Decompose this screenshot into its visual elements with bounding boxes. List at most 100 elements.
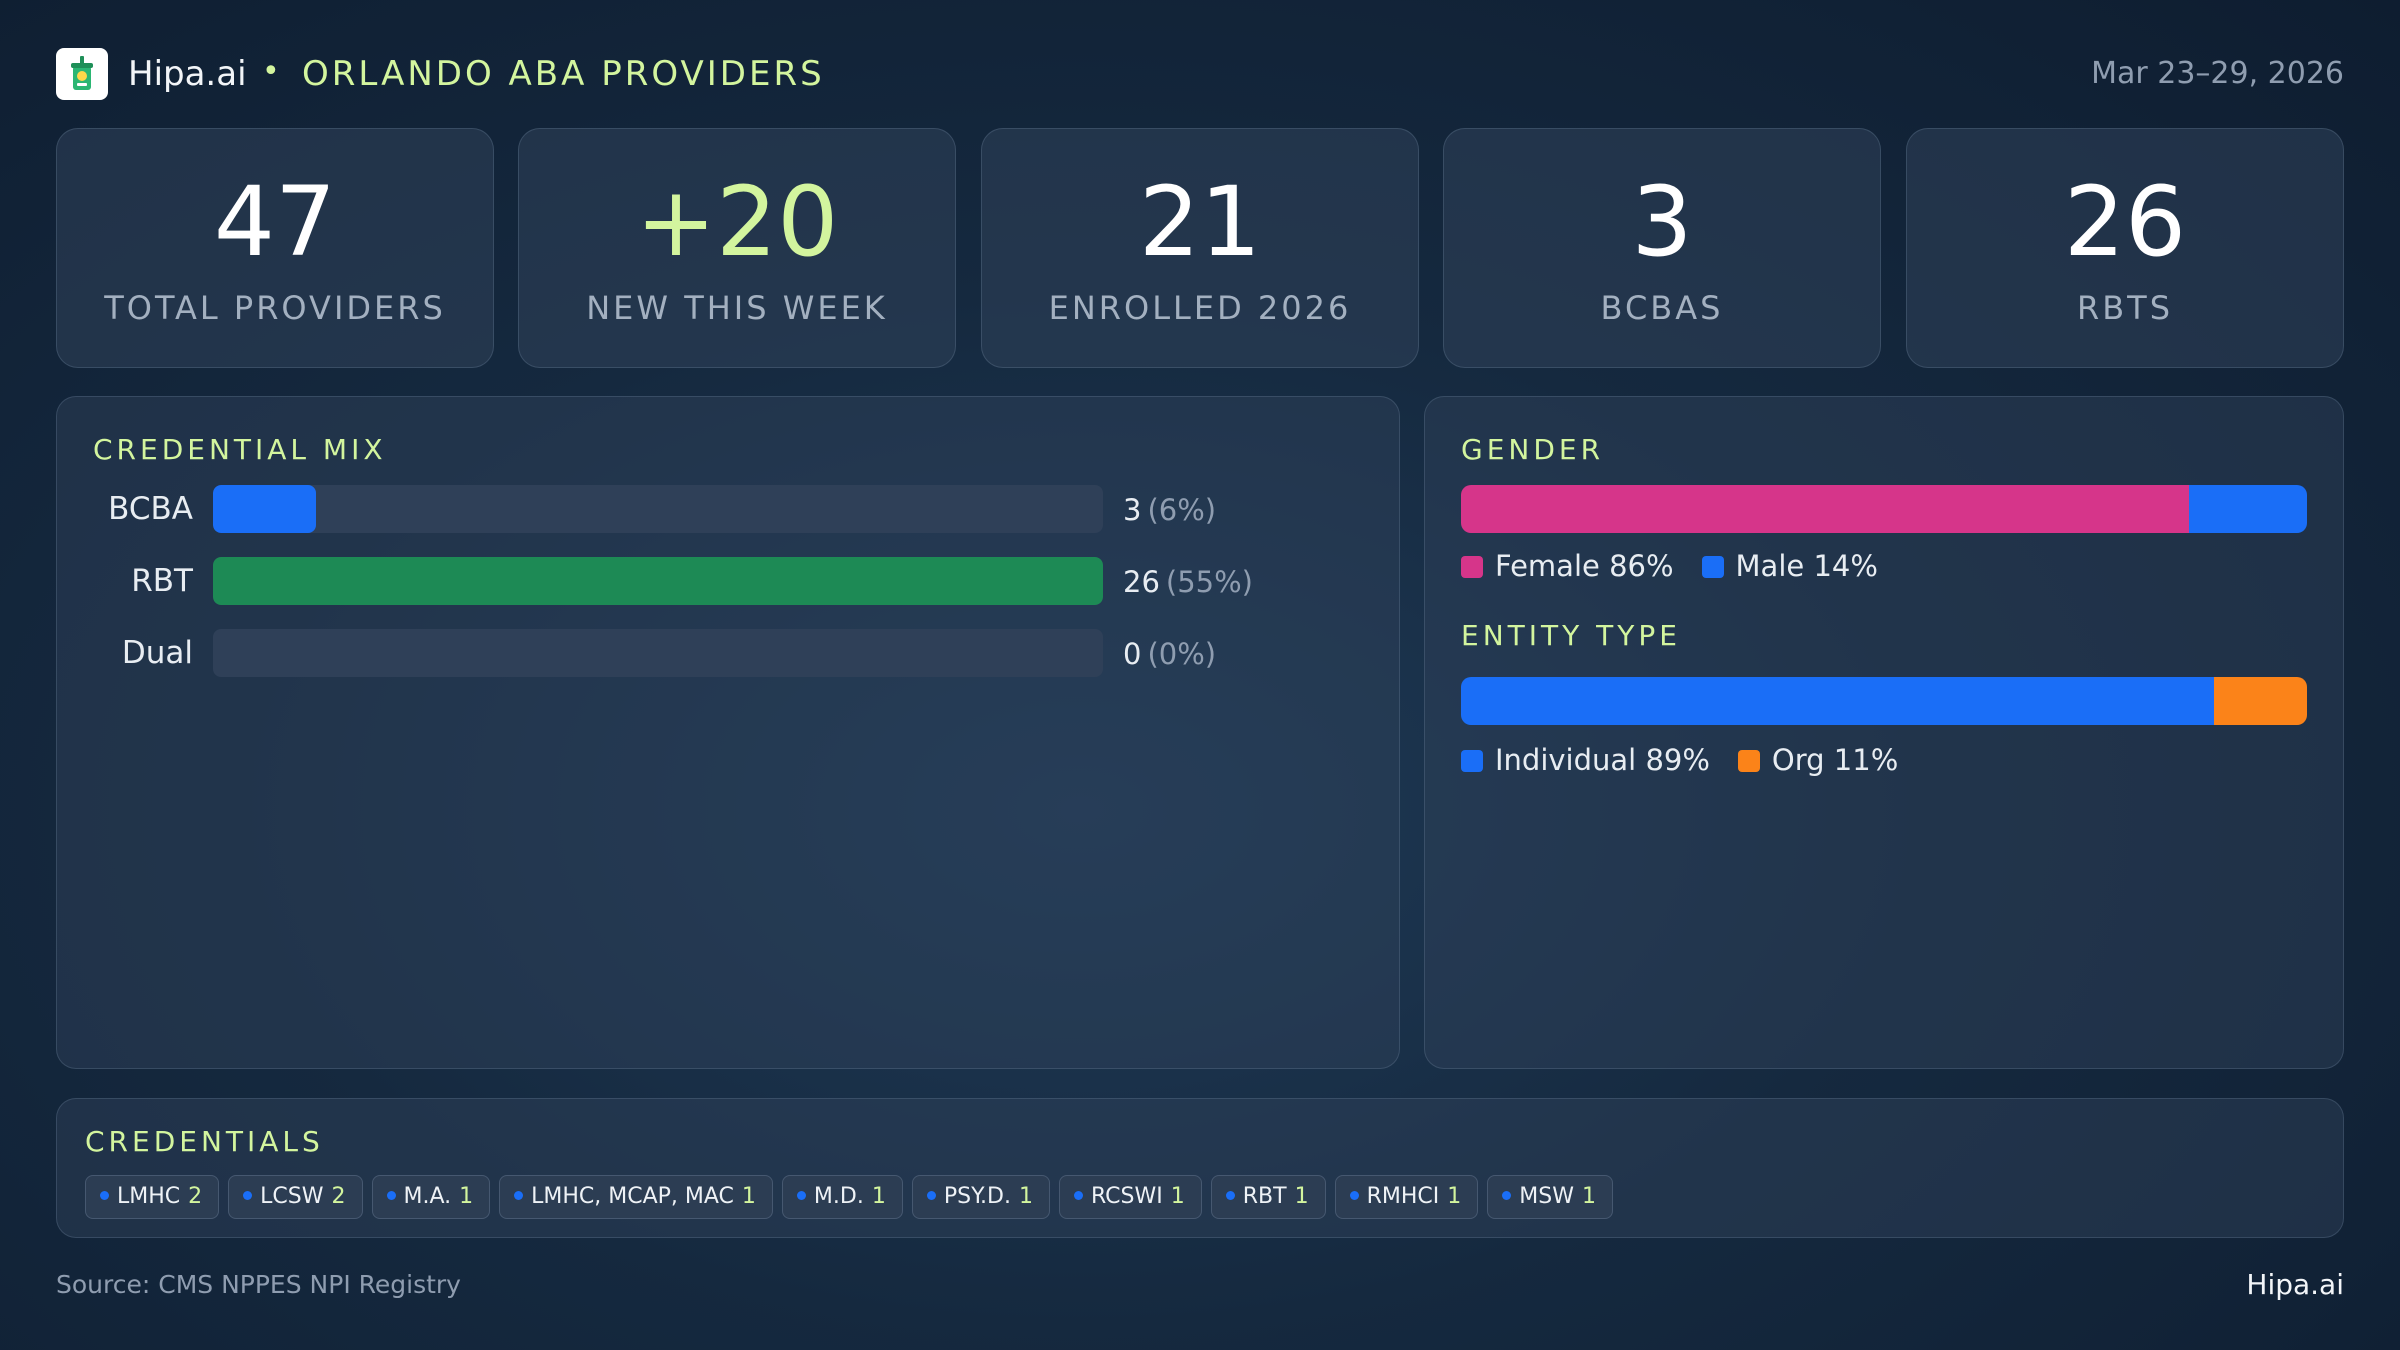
gender-legend: Female 86% Male 14% [1461, 549, 1906, 585]
gender-segment-female [1461, 485, 2189, 533]
credential-mix-panel: CREDENTIAL MIX BCBA 3 (6%) RBT 26 (55%) Du… [56, 396, 1400, 1069]
chip-dot-icon [1225, 1191, 1235, 1200]
kpi-value: 26 [2063, 166, 2187, 278]
chip-label: PSY.D. [943, 1184, 1011, 1209]
bar-count: 26 [1123, 565, 1160, 599]
bar-track [213, 485, 1103, 533]
bar-label: BCBA [108, 491, 193, 527]
kpi-value: +20 [635, 166, 839, 278]
chip-label: M.D. [813, 1184, 864, 1209]
entity-type-bar [1461, 677, 2307, 725]
credential-chip: M.A. 1 [371, 1175, 491, 1219]
chip-count: 1 [1447, 1184, 1462, 1209]
credential-chip: MSW 1 [1487, 1175, 1613, 1219]
chip-label: MSW [1519, 1184, 1574, 1209]
chip-label: LMHC [117, 1184, 181, 1209]
chip-dot-icon [243, 1191, 253, 1200]
demographics-panel: GENDER Female 86% Male 14% ENTITY TYPE In… [1424, 396, 2344, 1069]
legend-item-org: Org 11% [1737, 743, 1899, 777]
kpi-value: 3 [1631, 166, 1693, 278]
legend-swatch [1461, 750, 1483, 772]
bar-percent: (55%) [1165, 565, 1253, 599]
chip-count: 1 [871, 1184, 886, 1209]
entity-segment-org [2213, 677, 2307, 725]
bar-percent: (0%) [1147, 637, 1217, 671]
footer-brand: Hipa.ai [2246, 1268, 2344, 1301]
kpi-row: 47 TOTAL PROVIDERS +20 NEW THIS WEEK 21 … [56, 128, 2344, 368]
chip-count: 2 [188, 1184, 203, 1209]
gender-title: GENDER [1461, 433, 1605, 466]
kpi-value: 47 [213, 166, 337, 278]
chip-count: 1 [741, 1184, 756, 1209]
legend-label: Org 11% [1771, 743, 1899, 777]
credential-chip: RBT 1 [1210, 1175, 1326, 1219]
dashboard-title: ORLANDO ABA PROVIDERS [302, 54, 825, 94]
bar-track [213, 557, 1103, 605]
credential-chip: RMHCI 1 [1334, 1175, 1479, 1219]
chip-label: M.A. [403, 1184, 452, 1209]
bar-count: 3 [1123, 493, 1142, 527]
chip-label: RMHCI [1366, 1184, 1440, 1209]
chip-dot-icon [926, 1191, 936, 1200]
kpi-label: NEW THIS WEEK [586, 289, 888, 327]
chip-dot-icon [1349, 1191, 1359, 1200]
data-source: Source: CMS NPPES NPI Registry [56, 1270, 461, 1299]
chip-count: 1 [1294, 1184, 1309, 1209]
chip-count: 1 [1170, 1184, 1185, 1209]
kpi-label: TOTAL PROVIDERS [104, 289, 446, 327]
legend-item-male: Male 14% [1701, 549, 1878, 583]
bar-value: 0 (0%) [1123, 637, 1216, 671]
bar-label: RBT [131, 563, 193, 599]
gender-segment-male [2188, 485, 2307, 533]
legend-item-female: Female 86% [1461, 549, 1674, 583]
chip-dot-icon [796, 1191, 806, 1200]
legend-swatch [1461, 556, 1483, 578]
legend-label: Individual 89% [1495, 743, 1710, 777]
legend-label: Male 14% [1735, 549, 1878, 583]
bar-value: 26 (55%) [1123, 565, 1253, 599]
chip-dot-icon [1073, 1191, 1083, 1200]
entity-type-legend: Individual 89% Org 11% [1461, 743, 1926, 779]
kpi-label: RBTS [2076, 289, 2174, 327]
bar-percent: (6%) [1147, 493, 1217, 527]
kpi-enrolled-2026: 21 ENROLLED 2026 [981, 128, 1419, 368]
credential-chip: RCSWI 1 [1058, 1175, 1202, 1219]
entity-type-title: ENTITY TYPE [1461, 619, 1681, 652]
legend-label: Female 86% [1495, 549, 1674, 583]
chip-label: RBT [1242, 1184, 1287, 1209]
chip-dot-icon [386, 1191, 396, 1200]
bar-row-bcba: BCBA 3 (6%) [57, 485, 1357, 533]
kpi-label: ENROLLED 2026 [1048, 289, 1352, 327]
chip-count: 1 [459, 1184, 474, 1209]
logo-icon [56, 48, 108, 100]
chip-label: RCSWI [1090, 1184, 1163, 1209]
bar-bcba [213, 485, 316, 533]
legend-swatch [1737, 750, 1760, 772]
kpi-total-providers: 47 TOTAL PROVIDERS [56, 128, 494, 368]
credentials-title: CREDENTIALS [85, 1125, 324, 1158]
brand-name: Hipa.ai [128, 54, 247, 94]
bar-track [213, 629, 1103, 677]
credential-chip: LMHC 2 [85, 1175, 220, 1219]
credential-chip: M.D. 1 [781, 1175, 903, 1219]
bar-row-rbt: RBT 26 (55%) [57, 557, 1357, 605]
credential-chip: PSY.D. 1 [911, 1175, 1050, 1219]
credential-chips: LMHC 2 LCSW 2 M.A. 1 LMHC, MCAP, MAC 1 M.D. 1 PSY.… [85, 1175, 1622, 1219]
chip-count: 1 [1581, 1184, 1596, 1209]
credentials-panel: CREDENTIALS LMHC 2 LCSW 2 M.A. 1 LMHC, MCAP, M… [56, 1098, 2344, 1238]
kpi-value: 21 [1138, 166, 1262, 278]
bar-value: 3 (6%) [1123, 493, 1216, 527]
chip-count: 1 [1018, 1184, 1033, 1209]
credential-chip: LCSW 2 [228, 1175, 363, 1219]
bar-rbt [213, 557, 1103, 605]
credential-chip: LMHC, MCAP, MAC 1 [499, 1175, 773, 1219]
bar-row-dual: Dual 0 (0%) [57, 629, 1357, 677]
chip-count: 2 [331, 1184, 346, 1209]
legend-swatch [1701, 556, 1724, 578]
legend-item-individual: Individual 89% [1461, 743, 1710, 777]
chip-label: LMHC, MCAP, MAC [531, 1184, 734, 1209]
kpi-new-this-week: +20 NEW THIS WEEK [518, 128, 956, 368]
bar-label: Dual [121, 635, 193, 671]
header: Hipa.ai • ORLANDO ABA PROVIDERS Mar 23–2… [56, 46, 2344, 102]
credential-mix-title: CREDENTIAL MIX [93, 433, 387, 466]
